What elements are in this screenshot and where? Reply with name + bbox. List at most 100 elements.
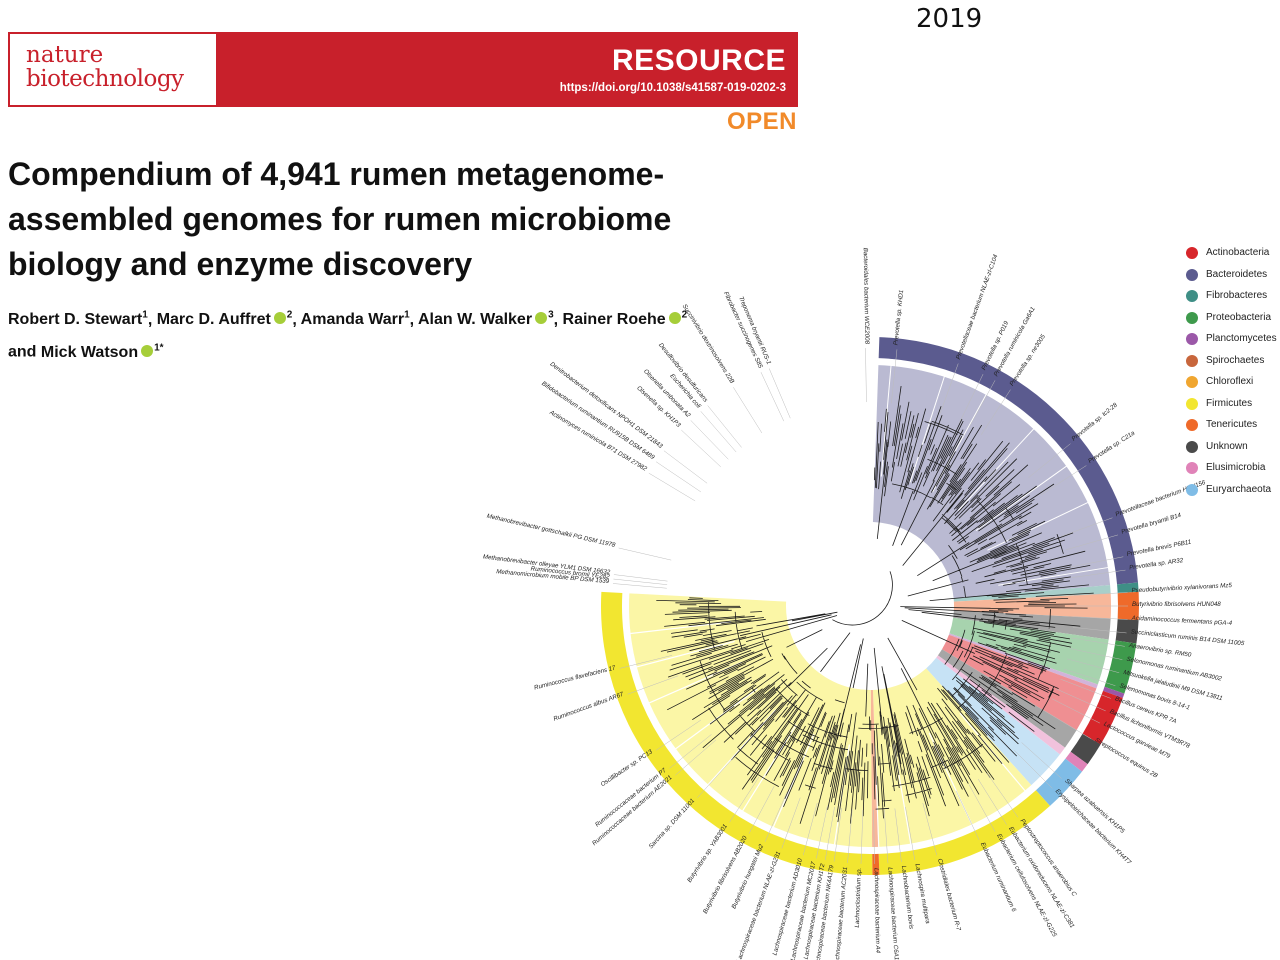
legend-item: Spirochaetes — [1186, 354, 1280, 368]
leaf-leader-line — [1044, 710, 1092, 740]
leaf-label: Ruminococcaceae bacterium P7 — [594, 767, 668, 829]
legend-label: Unknown — [1206, 440, 1248, 452]
leaf-leader-line — [833, 807, 842, 862]
leaf-leader-line — [729, 776, 760, 823]
leaf-leader-line — [1071, 637, 1125, 647]
legend-item: Actinobacteria — [1186, 246, 1280, 260]
legend-item: Bacteroidetes — [1186, 268, 1280, 282]
leaf-leader-line — [980, 389, 1011, 436]
author[interactable]: Alan W. Walker 3 — [417, 310, 554, 329]
leaf-leader-line — [733, 387, 763, 434]
leaf-leader-line — [663, 450, 708, 484]
leaf-label: Ruminococcus flavefaciens 17 — [533, 664, 616, 691]
leaf-leader-line — [802, 802, 818, 856]
author-affiliation-marker: 2 — [681, 310, 688, 321]
leaf-leader-line — [1021, 742, 1062, 779]
clade-band — [942, 634, 1097, 731]
author-affiliation-marker: 3 — [548, 310, 554, 321]
leaf-leader-line — [955, 790, 980, 840]
clade-band — [926, 657, 1060, 786]
leaf-label: Lachnobacterium bovis — [900, 865, 915, 929]
phylum-ring-segment — [1065, 751, 1088, 772]
leaf-leader-line — [891, 349, 898, 404]
leaf-leader-line — [1073, 592, 1128, 596]
leaf-leader-line — [613, 578, 668, 585]
leaf-leader-line — [700, 411, 737, 453]
leaf-leader-line — [1073, 616, 1128, 620]
leaf-leader-line — [764, 792, 788, 842]
title-line: Compendium of 4,941 rumen metagenome- — [8, 156, 665, 192]
phylum-ring-segment — [1115, 618, 1139, 644]
legend-label: Proteobacteria — [1206, 311, 1272, 323]
leaf-leader-line — [1028, 443, 1071, 478]
leaf-leader-line — [655, 719, 702, 751]
legend-color-dot-icon — [1186, 354, 1198, 367]
author-name: Amanda Warr — [300, 311, 405, 329]
year-annotation: 2019 — [916, 4, 983, 34]
clade-band — [936, 655, 1065, 755]
author-name: Robert D. Stewart — [8, 311, 143, 329]
orcid-icon[interactable] — [141, 344, 154, 357]
legend-color-dot-icon — [1186, 376, 1198, 388]
legend-item: Unknown — [1186, 440, 1280, 454]
author[interactable]: Rainer Roehe 2 — [563, 310, 688, 328]
leaf-leader-line — [707, 405, 742, 448]
legend-item: Firmicutes — [1186, 397, 1280, 411]
author-list: Robert D. Stewart1, Marc D. Auffret 2, Am… — [8, 310, 688, 361]
clade-band — [937, 649, 1077, 748]
leaf-leader-line — [1056, 688, 1106, 712]
leaf-label: Lachnospiraceae bacterium C6A11 — [886, 867, 900, 960]
leaf-label: Clostridiales bacterium R-7 — [936, 858, 962, 932]
title-line: assembled genomes for rumen microbiome — [8, 201, 672, 237]
leaf-label: Pseudobutyrivibrio xylanivorans Mz5 — [1131, 582, 1232, 594]
leaf-label: Lachnoclostridium sp. — [854, 868, 863, 928]
leaf-leader-line — [618, 547, 672, 561]
author[interactable]: Marc D. Auffret 2 — [157, 310, 293, 328]
leaf-leader-line — [1040, 465, 1087, 496]
author-affiliation-marker: 1* — [154, 342, 164, 354]
clade-separator — [998, 565, 1115, 586]
legend-item: Elusimicrobia — [1186, 461, 1280, 475]
phylum-ring-segment — [1117, 582, 1139, 594]
author-name: Alan W. Walker — [417, 311, 533, 329]
orcid-icon[interactable] — [273, 312, 286, 325]
leaf-leader-line — [781, 797, 801, 849]
legend-color-dot-icon — [1186, 462, 1198, 474]
orcid-icon[interactable] — [668, 312, 681, 325]
leaf-leader-line — [675, 739, 717, 776]
author-affiliation-marker: 1 — [142, 310, 148, 321]
leaf-leader-line — [883, 809, 889, 864]
leaf-leader-line — [922, 802, 938, 856]
orcid-icon[interactable] — [535, 312, 548, 325]
legend-item: Chloroflexi — [1186, 375, 1280, 389]
leaf-label: Ruminococcus albus AR67 — [552, 691, 625, 723]
legend-item: Planctomycetes — [1186, 332, 1280, 346]
leaf-label: Butyrivibrio fibrisolvens HUN048 — [1132, 601, 1221, 608]
doi-link[interactable]: https://doi.org/10.1038/s41587-019-0202-… — [559, 82, 786, 94]
leaf-leader-line — [697, 757, 734, 798]
leaf-label: Bacteroidales bacterium WCE2008 — [862, 248, 871, 345]
author[interactable]: Mick Watson 1* — [41, 342, 164, 360]
leaf-label: Prevotella sp. AR32 — [1129, 557, 1184, 572]
legend-color-dot-icon — [1186, 440, 1198, 453]
leaf-leader-line — [968, 380, 996, 428]
leaf-leader-line — [760, 372, 785, 422]
leaf-leader-line — [860, 809, 864, 864]
leaf-label: Methanobrevibacter gottschalkii PG DSM 1… — [486, 513, 616, 550]
clade-separator — [738, 724, 797, 817]
author[interactable]: Amanda Warr1 — [300, 310, 410, 329]
leaf-leader-line — [865, 348, 867, 403]
leaf-leader-line — [977, 778, 1007, 825]
leaf-label: Sarcina sp. DSM 11001 — [648, 797, 697, 850]
leaf-leader-line — [619, 655, 673, 669]
author[interactable]: Robert D. Stewart1 — [8, 310, 148, 329]
leaf-leader-line — [1051, 698, 1100, 724]
phylum-ring-segment — [878, 790, 1050, 875]
clade-separator — [987, 499, 1095, 551]
legend-color-dot-icon — [1186, 397, 1198, 410]
legend-label: Tenericutes — [1206, 419, 1258, 430]
leaf-label: Prevotella sp. KHD1 — [892, 289, 905, 345]
legend-color-dot-icon — [1186, 290, 1198, 302]
leaf-label: Prevotella brevis P6B11 — [1126, 539, 1192, 558]
